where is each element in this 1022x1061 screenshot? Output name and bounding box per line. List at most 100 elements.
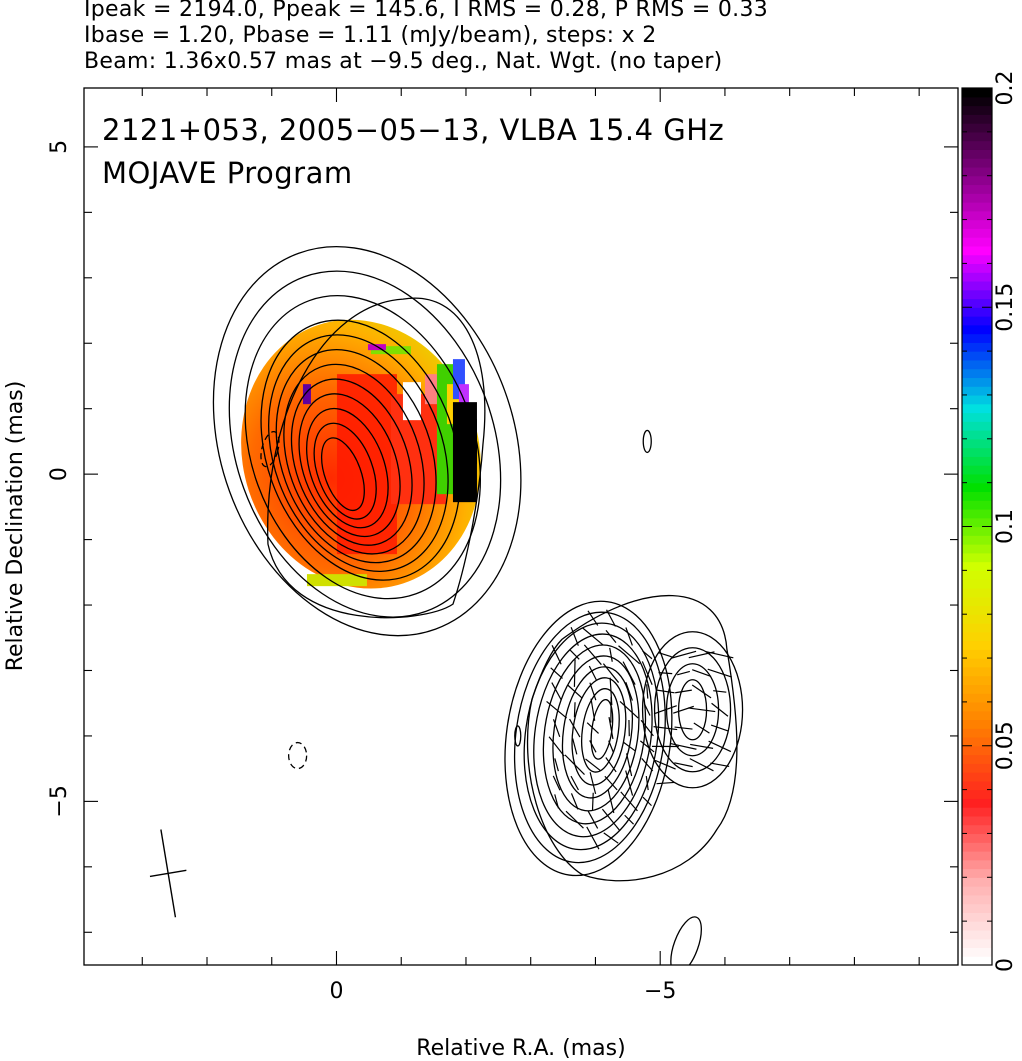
pol-vector xyxy=(601,808,621,831)
colorbar-step xyxy=(962,947,992,957)
pol-vector xyxy=(548,736,565,757)
colorbar-tick-label: 0.1 xyxy=(993,509,1018,544)
colorbar-step xyxy=(962,666,992,677)
colorbar-step xyxy=(962,842,992,852)
colorbar-step xyxy=(962,96,992,107)
colorbar-step xyxy=(962,587,992,598)
pol-vector xyxy=(587,610,599,626)
colorbar-step xyxy=(962,763,992,773)
pol-vector xyxy=(670,650,697,659)
colorbar-tick-label: 0.2 xyxy=(993,71,1018,106)
jet-contour xyxy=(571,677,627,786)
colorbar-step xyxy=(962,131,992,142)
pol-vector xyxy=(646,684,649,699)
pol-vector xyxy=(605,609,616,627)
colorbar-step xyxy=(962,158,992,168)
pol-vector xyxy=(565,810,584,829)
core-contour xyxy=(313,422,377,520)
colorbar-step xyxy=(962,105,992,115)
pol-vector xyxy=(640,719,654,737)
colorbar-step xyxy=(962,263,992,273)
pol-vector xyxy=(691,684,712,699)
pol-vector xyxy=(622,661,636,685)
colorbar-step xyxy=(962,684,992,694)
core-contour xyxy=(268,334,449,573)
island-contour xyxy=(670,916,702,965)
colorbar-step xyxy=(962,237,992,247)
pol-vector xyxy=(675,689,692,694)
y-axis-title: Relative Declination (mas) xyxy=(3,381,28,672)
pol-vector xyxy=(582,627,604,646)
core-contour xyxy=(212,245,522,637)
pol-vector xyxy=(677,670,690,676)
colorbar-step xyxy=(962,807,992,817)
colorbar-step xyxy=(962,745,992,756)
beam-marker xyxy=(149,829,187,918)
pol-vector xyxy=(564,754,585,776)
colorbar-step xyxy=(962,877,992,887)
colorbar-step xyxy=(962,333,992,343)
colorbar-step xyxy=(962,640,992,650)
colorbar: 0 0.05 0.1 0.15 0.2 xyxy=(961,71,1018,972)
pol-vector xyxy=(693,722,710,734)
pol-vector xyxy=(588,665,597,681)
colorbar-step xyxy=(962,912,992,922)
pol-vector xyxy=(590,698,596,721)
pol-vector xyxy=(641,758,654,772)
colorbar-step xyxy=(962,342,992,352)
pol-vector xyxy=(656,781,675,785)
colorbar-step xyxy=(962,465,992,475)
core-contour xyxy=(275,348,437,564)
colorbar-step xyxy=(962,561,992,571)
colorbar-step xyxy=(962,754,992,764)
colorbar-step xyxy=(962,412,992,422)
pol-vector xyxy=(653,726,678,731)
y-tick-label: −5 xyxy=(47,785,72,817)
pol-vector xyxy=(673,705,694,714)
colorbar-step xyxy=(962,903,992,913)
colorbar-step xyxy=(962,719,992,729)
colorbar-step xyxy=(962,956,992,966)
colorbar-step xyxy=(962,500,992,510)
pol-vector xyxy=(569,718,581,738)
pol-vector xyxy=(690,743,714,749)
jet-contour xyxy=(542,644,647,825)
jet-contour xyxy=(552,655,640,812)
colorbar-step xyxy=(962,228,992,238)
colorbar-step xyxy=(962,859,992,870)
pol-vector xyxy=(572,738,578,755)
colorbar-step xyxy=(962,430,992,440)
pol-vector xyxy=(645,775,649,791)
pol-vector xyxy=(586,826,600,850)
pol-vector xyxy=(567,684,583,699)
pol-vector xyxy=(573,659,576,687)
pol-vector xyxy=(689,758,714,772)
pol-vector xyxy=(624,814,634,825)
pol-vector xyxy=(641,661,653,685)
colorbar-step xyxy=(962,772,992,782)
pol-vector xyxy=(642,650,653,660)
pol-vector xyxy=(552,719,561,738)
pol-vector xyxy=(708,740,732,753)
pol-vector xyxy=(554,794,560,809)
colorbar-step xyxy=(962,921,992,931)
colorbar-step xyxy=(962,245,992,256)
plot-frame xyxy=(83,87,959,966)
colorbar-step xyxy=(962,438,992,449)
colorbar-step xyxy=(962,289,992,300)
pol-vector xyxy=(573,702,576,718)
colorbar-step xyxy=(962,175,992,186)
pol-vector xyxy=(656,689,675,694)
colorbar-step xyxy=(962,710,992,721)
pol-vector xyxy=(658,652,672,658)
pol-vector xyxy=(551,682,562,701)
jet-contour xyxy=(533,633,653,838)
pol-vector xyxy=(710,724,729,732)
colorbar-step xyxy=(962,693,992,703)
colorbar-step xyxy=(962,631,992,642)
colorbar-step xyxy=(962,570,992,580)
pol-vector xyxy=(608,740,614,753)
colorbar-step xyxy=(962,508,992,519)
colorbar-step xyxy=(962,868,992,878)
y-tick-label: 5 xyxy=(47,140,72,154)
